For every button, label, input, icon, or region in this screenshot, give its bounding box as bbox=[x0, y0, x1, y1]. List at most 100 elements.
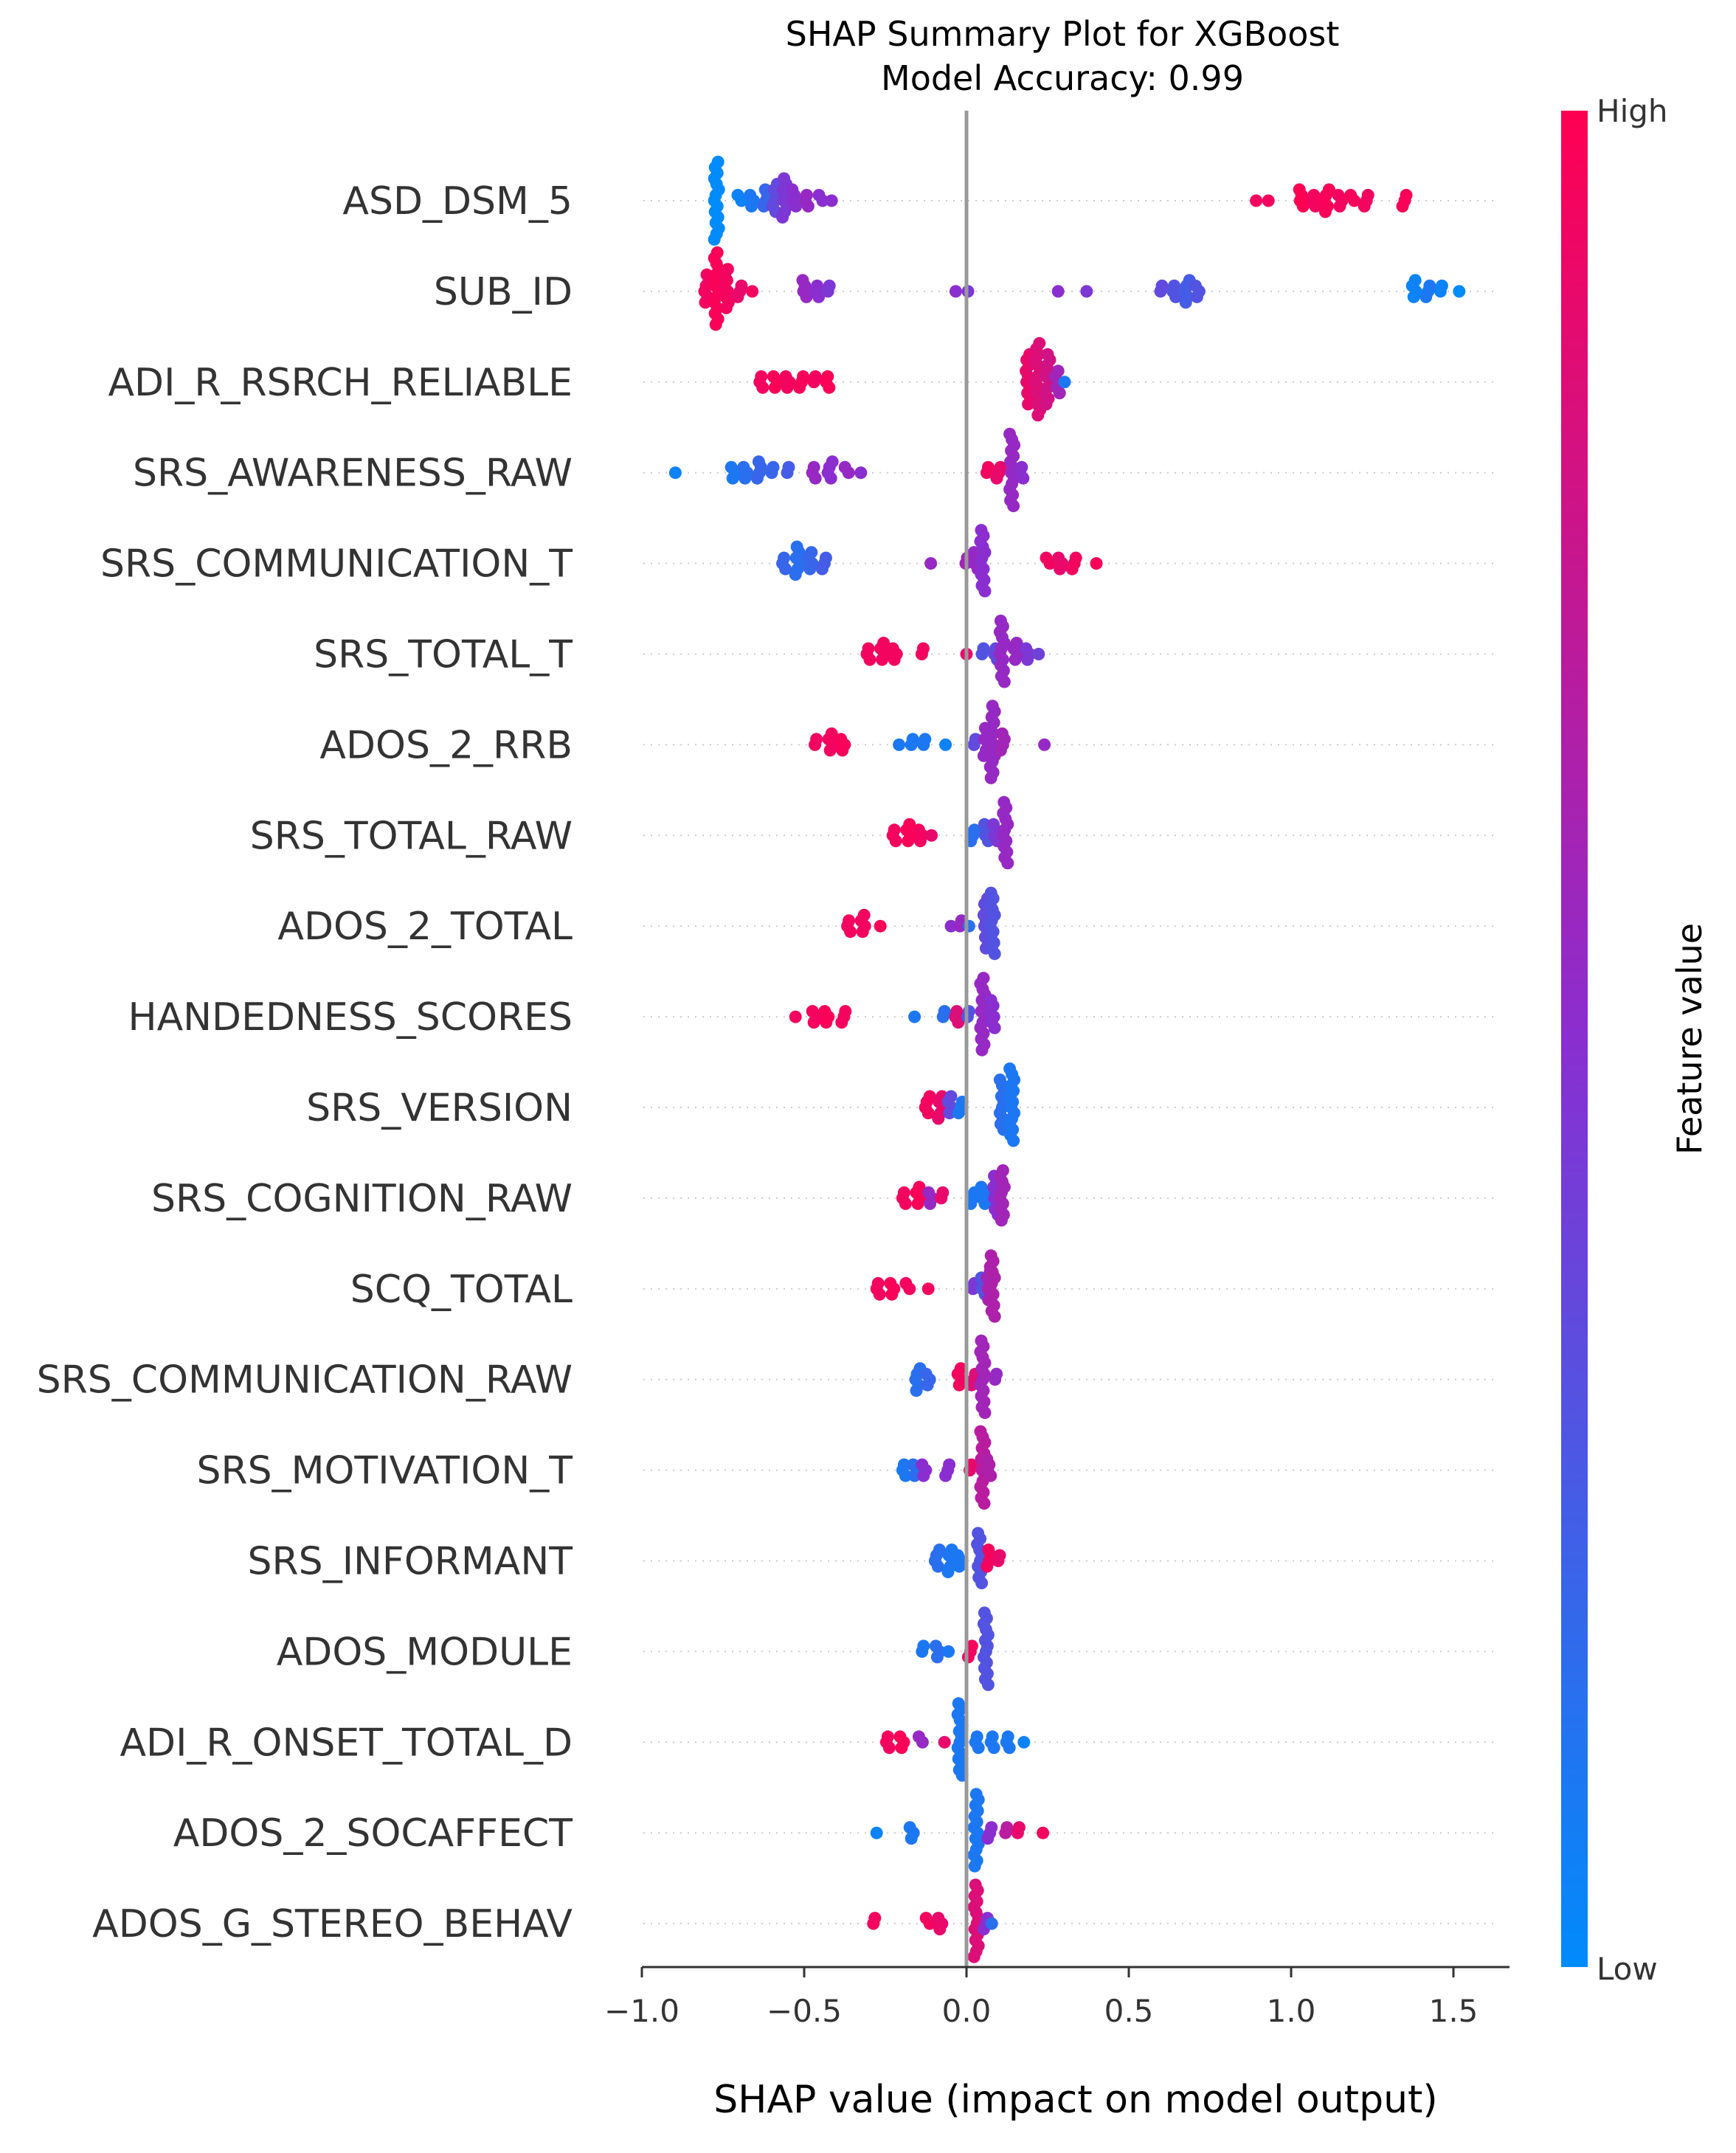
x-tick-label: −0.5 bbox=[767, 1993, 842, 2029]
shap-point bbox=[800, 290, 813, 303]
shap-point bbox=[889, 834, 902, 848]
shap-point bbox=[962, 1005, 975, 1018]
shap-point bbox=[933, 1544, 946, 1556]
shap-point bbox=[779, 562, 792, 576]
shap-point bbox=[1435, 279, 1448, 292]
shap-point bbox=[1003, 1062, 1017, 1075]
shap-point bbox=[922, 1186, 936, 1199]
shap-point bbox=[812, 290, 826, 303]
shap-point bbox=[835, 1016, 848, 1029]
shap-point bbox=[863, 653, 876, 666]
shap-point bbox=[984, 886, 997, 899]
feature-label: ADOS_2_RRB bbox=[319, 723, 573, 767]
shap-point bbox=[1007, 500, 1020, 513]
shap-point bbox=[995, 1214, 1008, 1227]
shap-point bbox=[781, 381, 794, 394]
shap-point bbox=[910, 1384, 923, 1397]
shap-point bbox=[871, 1276, 885, 1290]
shap-point bbox=[952, 1107, 965, 1119]
shap-point bbox=[993, 1074, 1006, 1086]
shap-point bbox=[975, 524, 988, 537]
shap-point bbox=[807, 1016, 820, 1029]
shap-point bbox=[854, 466, 868, 480]
shap-point bbox=[903, 818, 916, 831]
shap-point bbox=[809, 370, 822, 383]
feature-label: SRS_COMMUNICATION_RAW bbox=[37, 1358, 573, 1403]
shap-point bbox=[893, 738, 906, 751]
shap-point bbox=[931, 1560, 944, 1573]
shap-point bbox=[1032, 648, 1045, 660]
shap-point bbox=[981, 1678, 995, 1691]
shap-point bbox=[1052, 551, 1065, 564]
shap-point bbox=[776, 211, 789, 224]
shap-point bbox=[1190, 290, 1203, 303]
shap-point bbox=[978, 1497, 991, 1510]
feature-label: SRS_TOTAL_T bbox=[314, 633, 573, 677]
shap-points bbox=[668, 156, 1466, 1963]
shap-point bbox=[939, 1469, 952, 1482]
shap-point bbox=[1041, 348, 1054, 361]
shap-point bbox=[1021, 653, 1034, 666]
shap-point bbox=[823, 279, 836, 292]
shap-point bbox=[709, 318, 722, 331]
shap-point bbox=[944, 1090, 958, 1103]
feature-label: SRS_MOTIVATION_T bbox=[196, 1449, 573, 1493]
shap-point bbox=[1037, 1826, 1050, 1839]
shap-point bbox=[981, 1560, 994, 1573]
shap-point bbox=[968, 823, 981, 837]
shap-point bbox=[668, 466, 682, 480]
feature-label: SRS_AWARENESS_RAW bbox=[133, 452, 573, 496]
shap-point bbox=[994, 615, 1007, 627]
shap-point bbox=[1003, 427, 1017, 440]
shap-point bbox=[921, 1282, 935, 1296]
shap-point bbox=[731, 189, 744, 201]
x-tick-label: −1.0 bbox=[604, 1993, 679, 2029]
shap-point bbox=[823, 744, 837, 757]
shap-point bbox=[1168, 279, 1181, 292]
shap-point bbox=[929, 1639, 942, 1653]
shap-point bbox=[921, 1107, 935, 1119]
shap-point bbox=[962, 919, 975, 933]
shap-point bbox=[997, 675, 1011, 688]
shap-point bbox=[984, 1249, 997, 1262]
shap-point bbox=[803, 562, 817, 576]
shap-point bbox=[943, 1107, 956, 1119]
shap-point bbox=[917, 1469, 930, 1482]
shap-point bbox=[800, 189, 813, 201]
shap-point bbox=[908, 1010, 921, 1023]
shap-point bbox=[810, 733, 823, 746]
shap-point bbox=[988, 1021, 1001, 1034]
shap-point bbox=[782, 460, 795, 474]
shap-point bbox=[1053, 387, 1066, 400]
shap-point bbox=[986, 699, 999, 713]
shap-point bbox=[1090, 557, 1103, 570]
shap-point bbox=[1293, 183, 1306, 196]
shap-point bbox=[1361, 189, 1374, 201]
shap-point bbox=[862, 642, 875, 655]
shap-point bbox=[994, 460, 1007, 474]
shap-point bbox=[913, 1181, 926, 1194]
feature-label: ADI_R_RSRCH_RELIABLE bbox=[108, 361, 573, 405]
shap-point bbox=[797, 370, 810, 383]
shap-point bbox=[974, 1425, 987, 1438]
shap-point bbox=[737, 460, 750, 474]
shap-point bbox=[881, 1730, 894, 1744]
shap-point bbox=[874, 919, 887, 933]
shap-point bbox=[699, 296, 712, 309]
shap-point bbox=[993, 1549, 1006, 1562]
shap-point bbox=[755, 370, 768, 383]
shap-point bbox=[1015, 460, 1028, 474]
shap-point bbox=[981, 460, 995, 474]
shap-point bbox=[1001, 1730, 1014, 1744]
shap-point bbox=[987, 818, 1000, 831]
shap-point bbox=[917, 1639, 930, 1653]
shap-point bbox=[950, 1005, 964, 1018]
shap-point bbox=[978, 1406, 992, 1420]
shap-point bbox=[1017, 1735, 1031, 1749]
colorbar-title: Feature value bbox=[1670, 923, 1709, 1155]
shap-point bbox=[1009, 653, 1022, 666]
shap-point bbox=[986, 1730, 999, 1744]
shap-point bbox=[1065, 562, 1079, 576]
shap-point bbox=[990, 1367, 1003, 1380]
shap-point bbox=[968, 1859, 981, 1873]
